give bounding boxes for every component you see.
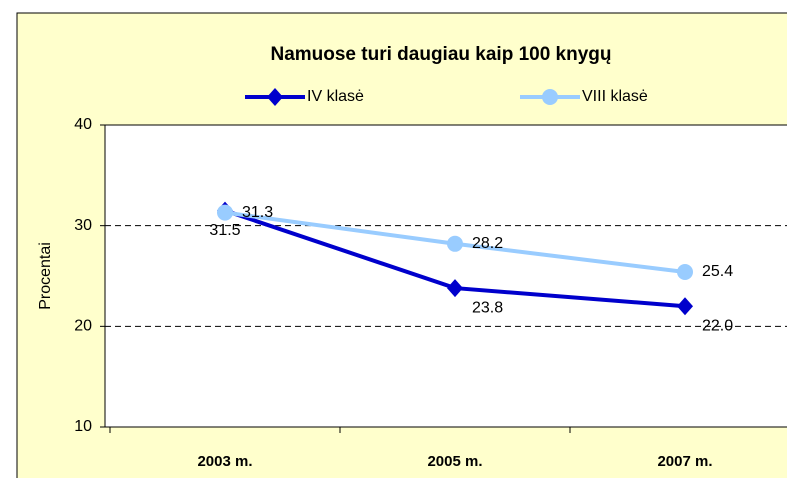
y-tick-label: 30 — [74, 217, 92, 234]
y-axis-label: Procentai — [37, 242, 54, 310]
chart-title: Namuose turi daugiau kaip 100 knygų — [270, 44, 611, 65]
data-label: 23.8 — [472, 299, 503, 316]
data-point — [217, 204, 233, 221]
data-label: 31.5 — [209, 222, 240, 239]
y-tick-label: 10 — [74, 418, 92, 435]
legend-marker — [542, 89, 558, 105]
data-point — [677, 263, 693, 280]
legend-label: IV klasė — [307, 88, 364, 105]
legend-marker — [267, 88, 283, 106]
data-label: 31.3 — [242, 204, 273, 221]
data-point — [447, 279, 463, 298]
data-label: 28.2 — [472, 235, 503, 252]
y-tick-label: 20 — [74, 318, 92, 335]
plot-area — [105, 125, 787, 427]
legend-label: VIII klasė — [582, 88, 648, 105]
x-tick-label: 2007 m. — [657, 453, 712, 470]
data-point — [447, 235, 463, 252]
y-tick-label: 40 — [74, 116, 92, 133]
x-tick-label: 2005 m. — [427, 453, 482, 470]
data-label: 22.0 — [702, 317, 733, 334]
data-label: 25.4 — [702, 263, 733, 280]
x-tick-label: 2003 m. — [197, 453, 252, 470]
data-point — [677, 297, 693, 316]
